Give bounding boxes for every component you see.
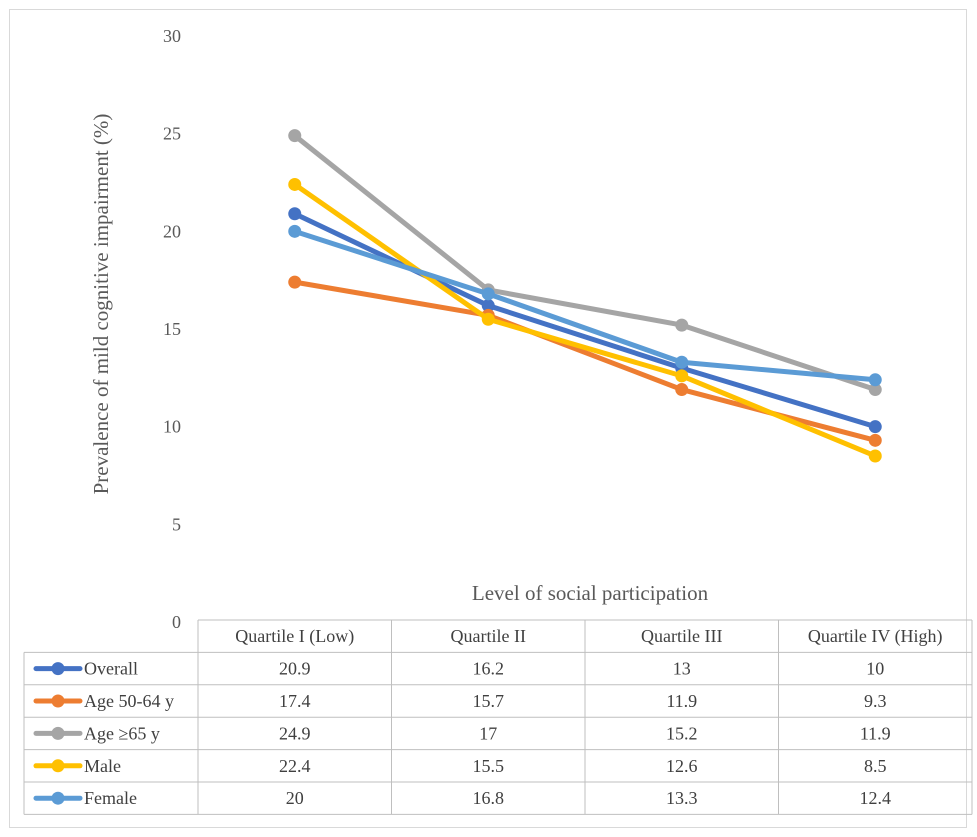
data-point	[675, 383, 689, 397]
data-point	[868, 449, 882, 463]
legend-key-marker	[51, 694, 65, 708]
data-point	[288, 224, 302, 238]
data-point	[481, 299, 495, 313]
legend-series-name: Male	[84, 756, 121, 776]
data-table: Quartile I (Low) Quartile II Quartile III Q…	[23, 619, 973, 815]
series-line	[292, 228, 878, 383]
table-value-cell: 16.2	[473, 659, 505, 679]
y-tick-label: 0	[172, 612, 181, 632]
data-point	[675, 369, 689, 383]
chart-frame	[9, 9, 967, 828]
legend-series-name: Age 50-64 y	[84, 691, 174, 711]
x-category-label: Quartile I (Low)	[235, 626, 354, 647]
table-value-cell: 20	[286, 788, 304, 808]
table-value-cell: 17.4	[279, 691, 311, 711]
data-point	[868, 373, 882, 387]
table-value-cell: 12.6	[666, 756, 698, 776]
y-axis-title: Prevalence of mild cognitive impairment …	[89, 114, 113, 495]
data-point	[288, 275, 302, 289]
data-point	[675, 355, 689, 369]
x-category-label: Quartile II	[451, 626, 526, 646]
table-value-cell: 17	[479, 723, 497, 743]
y-tick-label: 20	[163, 221, 181, 241]
y-axis-ticks: 0 5 10 15 20 25 30	[163, 26, 181, 632]
series-line	[292, 211, 878, 430]
legend-series-name: Age ≥65 y	[84, 723, 160, 743]
data-point	[481, 312, 495, 326]
table-value-cell: 22.4	[279, 756, 311, 776]
table-value-cell: 15.5	[473, 756, 505, 776]
data-point	[868, 433, 882, 447]
table-value-cell: 11.9	[666, 691, 697, 711]
legend-series-name: Female	[84, 788, 137, 808]
x-category-label: Quartile IV (High)	[808, 626, 943, 647]
y-tick-label: 30	[163, 26, 181, 46]
y-tick-label: 10	[163, 417, 181, 437]
series-line	[292, 133, 878, 393]
y-tick-label: 15	[163, 319, 181, 339]
table-value-cell: 16.8	[473, 788, 505, 808]
data-point	[868, 420, 882, 434]
data-point	[675, 318, 689, 332]
legend-key-marker	[51, 662, 65, 676]
data-point	[288, 207, 302, 221]
legend-key-marker	[51, 759, 65, 773]
legend-key-marker	[51, 726, 65, 740]
series-line	[292, 181, 878, 459]
data-point	[868, 383, 882, 397]
table-value-cell: 8.5	[864, 756, 887, 776]
table-value-cell: 10	[866, 659, 884, 679]
table-value-cell: 13.3	[666, 788, 698, 808]
table-value-cell: 20.9	[279, 659, 311, 679]
x-category-label: Quartile III	[641, 626, 722, 646]
table-value-cell: 13	[673, 659, 691, 679]
table-value-cell: 15.7	[473, 691, 505, 711]
y-tick-label: 25	[163, 124, 181, 144]
series-lines	[288, 129, 882, 463]
table-value-cell: 15.2	[666, 723, 698, 743]
data-point	[288, 129, 302, 143]
x-axis-title: Level of social participation	[472, 581, 709, 605]
table-value-cell: 11.9	[860, 723, 891, 743]
legend-key-marker	[51, 791, 65, 805]
y-tick-label: 5	[172, 514, 181, 534]
data-point	[481, 287, 495, 301]
table-value-cell: 24.9	[279, 723, 311, 743]
table-value-cell: 12.4	[860, 788, 892, 808]
legend-series-name: Overall	[84, 659, 138, 679]
table-value-cell: 9.3	[864, 691, 887, 711]
data-point	[288, 177, 302, 191]
